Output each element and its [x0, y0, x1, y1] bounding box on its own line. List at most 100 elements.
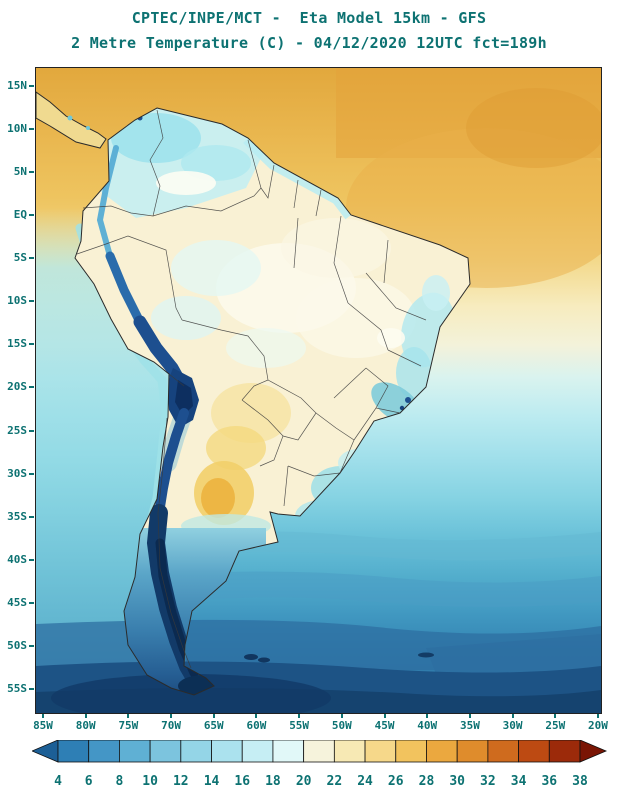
y-axis-label: 5N [13, 165, 27, 179]
x-axis-tick [596, 714, 599, 718]
x-axis-tick [255, 714, 258, 718]
colorbar-tick-label: 6 [85, 774, 93, 789]
x-axis-label: 20W [588, 719, 608, 732]
colorbar-segment [241, 740, 274, 763]
y-axis-label: 10N [7, 122, 27, 136]
y-axis-label: 20S [7, 380, 27, 394]
y-axis-tick [29, 171, 34, 174]
colorbar-right-arrow [579, 740, 608, 763]
page-title: CPTEC/INPE/MCT - Eta Model 15km - GFS [131, 9, 487, 27]
country-borders [76, 109, 427, 669]
colorbar-tick-label: 36 [541, 774, 557, 789]
y-axis-label: 55S [7, 681, 27, 695]
map-frame [35, 67, 618, 722]
y-axis-label: 15S [7, 337, 27, 351]
south-america-temperature-map [35, 68, 618, 722]
colorbar-tick-label: 30 [449, 774, 465, 789]
y-axis-tick [29, 472, 34, 475]
x-axis-tick [383, 714, 386, 718]
y-axis-tick [29, 128, 34, 131]
x-axis-label: 30W [502, 719, 523, 732]
colorbar-segment [456, 740, 489, 763]
x-axis-label: 50W [331, 719, 352, 732]
x-axis-label: 65W [203, 719, 224, 732]
y-axis: 15N 10N 5N EQ 5S 10S 15S 20S 25S 30S 35S 40S 45S 50S 5… [0, 68, 34, 713]
coastline [74, 107, 471, 696]
x-axis-label: 45W [374, 719, 395, 732]
y-axis-tick [29, 558, 34, 561]
colorbar-tick-label: 20 [296, 774, 312, 789]
x-axis-label: 55W [289, 719, 310, 732]
colorbar-tick-label: 4 [54, 774, 62, 789]
x-axis-label: 60W [246, 719, 267, 732]
colorbar-tick-label: 12 [173, 774, 189, 789]
y-axis-tick [29, 343, 34, 346]
y-axis-label: EQ [13, 208, 27, 222]
colorbar-segment [333, 740, 366, 763]
colorbar-tick-label: 26 [388, 774, 404, 789]
x-axis: 85W 80W 75W 70W 65W 60W 55W 50W 45W 40W 35W 30W 25W 2… [33, 714, 608, 736]
y-axis-label: 5S [13, 251, 27, 265]
colorbar-segment [119, 740, 151, 763]
colorbar-tick-label: 24 [357, 774, 373, 789]
colorbar-left-arrow [32, 740, 59, 763]
x-axis-label: 75W [118, 719, 139, 732]
colorbar-segment [426, 740, 458, 763]
x-axis-tick [127, 714, 130, 718]
y-axis-label: 50S [7, 638, 27, 652]
x-axis-label: 85W [33, 719, 53, 732]
x-axis-label: 25W [545, 719, 566, 732]
colorbar-tick-label: 22 [327, 774, 343, 789]
colorbar-segment [180, 740, 212, 763]
colorbar-segment [548, 740, 581, 763]
colorbar-tick-label: 38 [572, 774, 588, 789]
colorbar-segment [149, 740, 182, 763]
x-axis-label: 70W [161, 719, 181, 732]
y-axis-label: 40S [7, 552, 27, 566]
y-axis-tick [29, 644, 34, 647]
y-axis-tick [29, 687, 34, 690]
y-axis-label: 35S [7, 509, 27, 523]
colorbar-segment [211, 740, 243, 763]
y-axis-label: 45S [7, 595, 27, 609]
x-axis-label: 80W [75, 719, 96, 732]
y-axis-label: 10S [7, 294, 27, 308]
colorbar-segment [395, 740, 427, 763]
y-axis-tick [29, 429, 34, 432]
colorbar-tick-label: 14 [204, 774, 220, 789]
temperature-colorbar: 4 6 8 10 12 14 16 18 20 22 24 26 28 30 32 34 36 38 [32, 740, 608, 789]
y-axis-tick [29, 300, 34, 303]
x-axis-tick [84, 714, 87, 718]
colorbar-tick-label: 32 [480, 774, 496, 789]
colorbar-tick-label: 16 [234, 774, 250, 789]
x-axis-tick [554, 714, 557, 718]
colorbar-tick-label: 28 [419, 774, 435, 789]
x-axis-tick [170, 714, 173, 718]
colorbar-segment [272, 740, 305, 763]
y-axis-label: 30S [7, 466, 27, 480]
colorbar-tick-label: 10 [142, 774, 158, 789]
y-axis-label: 25S [7, 423, 27, 437]
colorbar-segment [57, 740, 90, 763]
colorbar-tick-label: 18 [265, 774, 281, 789]
y-axis-tick [29, 515, 34, 518]
colorbar-tick-label: 8 [115, 774, 123, 789]
y-axis-tick [29, 601, 34, 604]
colorbar-segment [487, 740, 519, 763]
falkland-islands [244, 654, 258, 660]
x-axis-tick [426, 714, 429, 718]
y-axis-label: 15N [7, 79, 27, 92]
y-axis-tick [29, 257, 34, 260]
x-axis-tick [468, 714, 471, 718]
page-subtitle: 2 Metre Temperature (C) - 04/12/2020 12U… [71, 34, 547, 52]
colorbar-segment [88, 740, 120, 763]
colorbar-tick-label: 34 [511, 774, 527, 789]
x-axis-tick [298, 714, 301, 718]
x-axis-label: 35W [459, 719, 480, 732]
x-axis-tick [212, 714, 215, 718]
x-axis-label: 40W [417, 719, 438, 732]
x-axis-tick [511, 714, 514, 718]
y-axis-tick [29, 85, 34, 87]
y-axis-tick [29, 386, 34, 389]
